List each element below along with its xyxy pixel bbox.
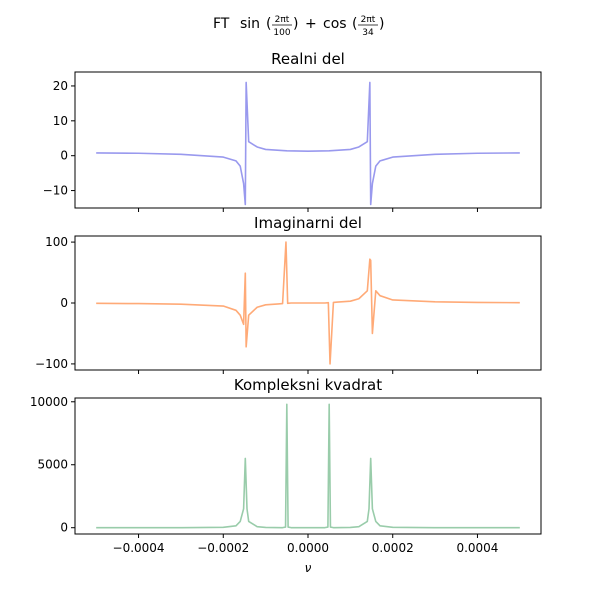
y-tick-label: −10 [43,184,68,198]
x-tick-label: −0.0004 [113,541,165,555]
suptitle-sin: sin [240,16,260,32]
suptitle-cos: cos [323,16,347,32]
y-tick-label: 0 [60,521,68,535]
y-tick-label: 0 [60,296,68,310]
panel-imaginarni-del: Imaginarni del −100 0 100 [35,214,542,374]
panel-kompleksni-kvadrat: Kompleksni kvadrat 0 5000 10000 −0.0004 −0.00… [30,376,542,575]
series-line [96,241,520,365]
y-tick-label: 0 [60,149,68,163]
panel-title: Realni del [271,50,345,68]
panel-title: Kompleksni kvadrat [234,376,382,394]
y-tick-label: 20 [53,79,68,93]
suptitle-numerator-1: 2πt [275,15,290,25]
y-tick-label: 10000 [30,395,68,409]
suptitle-paren-open-2: ( [352,16,357,32]
suptitle-paren-close-1: ) [293,16,298,32]
suptitle-prefix: FT [213,16,230,32]
x-tick-label: 0.0002 [372,541,414,555]
axes-frame [74,71,542,209]
y-tick-label: 100 [45,235,68,249]
panel-realni-del: Realni del −10 0 10 20 [43,50,542,212]
suptitle-plus: + [305,16,317,32]
series-line [96,81,520,206]
x-tick-label: −0.0002 [197,541,249,555]
suptitle-denominator-1: 100 [273,28,290,38]
series-line [96,403,520,529]
x-axis-label: ν [305,561,312,575]
suptitle-denominator-2: 34 [362,28,374,38]
figure-suptitle: FT sin ( 2πt 100 ) + cos ( 2πt 34 ) [213,15,384,38]
suptitle-paren-open-1: ( [266,16,271,32]
x-tick-label: 0.0000 [287,541,329,555]
axes-frame [74,397,542,535]
y-tick-label: −100 [35,357,68,371]
suptitle-paren-close-2: ) [379,16,384,32]
y-tick-label: 10 [53,114,68,128]
x-tick-label: 0.0004 [456,541,498,555]
y-tick-label: 5000 [37,458,68,472]
panel-title: Imaginarni del [254,214,362,232]
suptitle-numerator-2: 2πt [361,15,376,25]
